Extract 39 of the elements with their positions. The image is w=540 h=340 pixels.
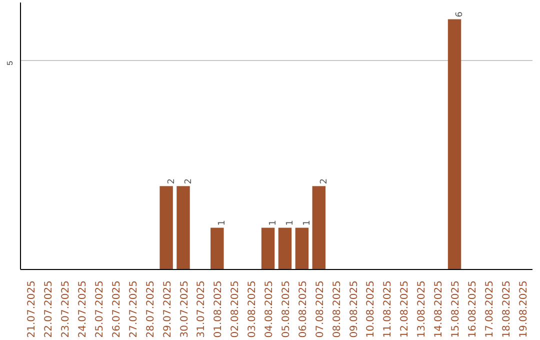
x-tick-label: 10.08.2025: [366, 280, 377, 338]
x-tick-label: 17.08.2025: [484, 280, 496, 338]
x-tick-label: 04.08.2025: [264, 280, 276, 338]
x-tick-label: 28.07.2025: [145, 280, 156, 338]
x-tick-label: 08.08.2025: [332, 280, 343, 338]
data-label: 1: [302, 220, 312, 226]
x-tick-label: 26.07.2025: [111, 280, 122, 338]
x-tick-label: 12.08.2025: [400, 280, 411, 338]
x-tick-label: 29.07.2025: [162, 280, 174, 338]
x-tick-label: 19.08.2025: [518, 280, 530, 338]
x-tick-label: 05.08.2025: [280, 280, 292, 338]
x-tick-label: 09.08.2025: [348, 280, 360, 338]
data-label: 2: [319, 178, 330, 184]
x-tick-label: 01.08.2025: [213, 280, 224, 338]
x-tick-label: 31.07.2025: [196, 280, 208, 338]
x-tick-label: 18.08.2025: [501, 280, 512, 338]
x-tick-label: 13.08.2025: [416, 280, 428, 338]
data-label: 2: [184, 178, 194, 184]
x-tick-label: 15.08.2025: [450, 280, 462, 338]
x-tick-label: 30.07.2025: [179, 280, 190, 338]
x-tick-label: 27.07.2025: [128, 280, 140, 338]
x-tick-label: 16.08.2025: [467, 280, 478, 338]
x-tick-label: 02.08.2025: [230, 280, 242, 338]
x-tick-label: 21.07.2025: [26, 280, 38, 338]
data-label: 2: [166, 178, 177, 184]
x-tick-label: 22.07.2025: [44, 280, 55, 338]
x-tick-label: 07.08.2025: [314, 280, 326, 338]
data-label: 1: [218, 220, 228, 226]
x-tick-label: 06.08.2025: [298, 280, 309, 338]
data-label: 1: [285, 220, 296, 226]
x-tick-label: 23.07.2025: [60, 280, 72, 338]
x-tick-label: 03.08.2025: [247, 280, 258, 338]
data-label: 1: [268, 220, 279, 226]
x-tick-label: 14.08.2025: [434, 280, 445, 338]
x-tick-label: 24.07.2025: [78, 280, 89, 338]
data-label: 6: [455, 11, 466, 18]
x-tick-label: 25.07.2025: [94, 280, 106, 338]
y-tick-label: 5: [6, 60, 14, 66]
x-tick-label: 11.08.2025: [382, 280, 394, 338]
